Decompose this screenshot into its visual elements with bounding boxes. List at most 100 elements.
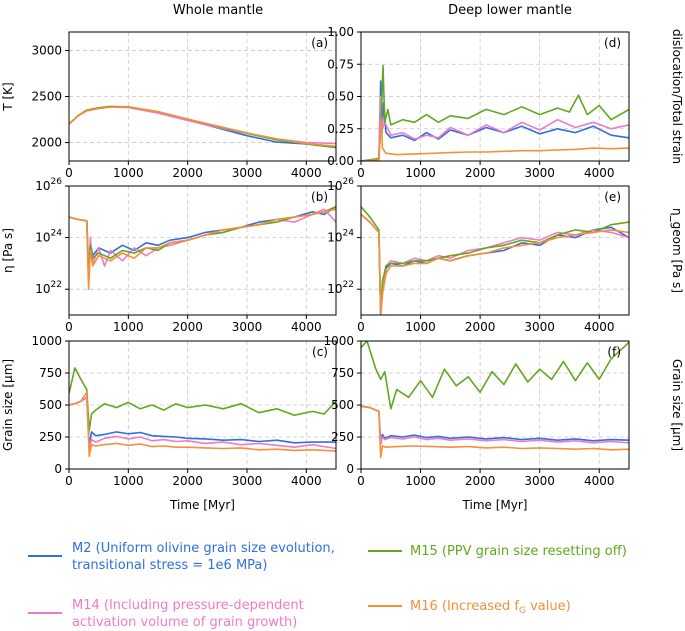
y-tick-label: 0.50	[327, 90, 354, 104]
series-m16	[361, 213, 629, 315]
legend-m16-line1: M16 (Increased fG value)	[410, 599, 571, 616]
x-tick-label: 1000	[405, 474, 436, 488]
series-group	[69, 105, 336, 149]
y-tick-label: 1000	[31, 334, 62, 348]
legend-m2-line1: M2 (Uniform olivine grain size evolution…	[72, 541, 335, 556]
panel-tag: (d)	[604, 36, 621, 50]
x-axis-label: Time [Myr]	[169, 498, 235, 512]
x-tick-label: 4000	[584, 320, 615, 334]
x-tick-label: 0	[357, 166, 365, 180]
y-axis-label: η [Pa s]	[1, 228, 15, 273]
legend-m14-line1: M14 (Including pressure-dependent	[72, 598, 304, 613]
x-tick-label: 3000	[232, 320, 263, 334]
series-m14	[69, 208, 336, 278]
y-axis-label: T [K]	[1, 82, 15, 111]
y-tick-label: 1022	[35, 280, 62, 296]
legend-item-m2: M2 (Uniform olivine grain size evolution…	[28, 541, 335, 573]
panel-e: 0 1000 2000 3000 4000 1022 1024 1026 (e) η_geom […	[327, 177, 684, 334]
y-axis-label: Grain size [μm]	[670, 359, 684, 451]
panel-tag: (e)	[604, 190, 621, 204]
x-tick-label: 0	[357, 474, 365, 488]
y-tick-label: 1000	[323, 334, 354, 348]
panel-tag: (a)	[311, 36, 328, 50]
series-m15	[361, 64, 629, 161]
x-tick-label: 2000	[172, 474, 203, 488]
series-m16	[69, 208, 336, 291]
panel-a: 0 1000 2000 3000 4000 2000 2500 3000 (a) T [K]	[1, 31, 337, 180]
series-m15	[361, 341, 629, 410]
panel-f: 0 1000 2000 3000 4000 0 250 500 750 1000 (f) Grain …	[323, 334, 684, 512]
legend-item-m15: M15 (PPV grain size resetting off)	[368, 544, 627, 559]
y-tick-label: 0	[346, 462, 354, 476]
x-tick-label: 1000	[113, 320, 144, 334]
y-tick-label: 1024	[35, 229, 62, 245]
series-m16	[69, 391, 336, 458]
series-group	[361, 206, 629, 315]
y-axis-label: η_geom [Pa s]	[670, 208, 684, 293]
x-tick-label: 1000	[113, 474, 144, 488]
legend-m15-line1: M15 (PPV grain size resetting off)	[410, 544, 627, 559]
series-m2	[361, 213, 629, 315]
x-tick-label: 1000	[405, 166, 436, 180]
legend-m2-line2: transitional stress = 1e6 MPa)	[72, 558, 267, 573]
x-tick-label: 1000	[405, 320, 436, 334]
x-tick-label: 3000	[524, 166, 555, 180]
x-tick-label: 4000	[291, 320, 322, 334]
series-m16	[361, 117, 629, 161]
column-title-left: Whole mantle	[173, 3, 263, 18]
series-group	[361, 341, 629, 459]
y-tick-label: 0.00	[327, 154, 354, 168]
series-m16	[361, 405, 629, 459]
x-tick-label: 3000	[524, 320, 555, 334]
series-group	[69, 205, 336, 291]
column-title-right: Deep lower mantle	[448, 3, 572, 18]
x-tick-label: 4000	[584, 166, 615, 180]
x-tick-label: 0	[65, 320, 73, 334]
y-tick-label: 1022	[327, 280, 354, 296]
legend-item-m16: M16 (Increased fG value)	[368, 599, 571, 616]
series-group	[361, 64, 629, 161]
y-tick-label: 250	[331, 430, 354, 444]
y-axis-label: Grain size [μm]	[1, 359, 15, 451]
series-m14	[361, 405, 629, 446]
x-tick-label: 3000	[524, 474, 555, 488]
panel-d: 0 1000 2000 3000 4000 0.00 0.25 0.50 0.75 1.00 (d)…	[327, 25, 684, 180]
y-tick-label: 0	[54, 462, 62, 476]
plot-frame	[68, 185, 337, 316]
x-tick-label: 3000	[232, 474, 263, 488]
series-m15	[69, 367, 336, 432]
x-tick-label: 2000	[465, 166, 496, 180]
x-tick-label: 3000	[232, 166, 263, 180]
panel-tag: (f)	[607, 345, 621, 359]
series-group	[69, 367, 336, 458]
y-tick-label: 500	[39, 398, 62, 412]
x-tick-label: 2000	[465, 320, 496, 334]
x-tick-label: 1000	[113, 166, 144, 180]
panel-b: 0 1000 2000 3000 4000 1022 1024 1026 (b) η [Pa s]	[1, 177, 337, 334]
series-m2	[361, 405, 629, 445]
x-tick-label: 4000	[584, 474, 615, 488]
x-tick-label: 2000	[172, 166, 203, 180]
y-tick-label: 750	[39, 366, 62, 380]
panel-tag: (b)	[311, 190, 328, 204]
panel-c: 0 1000 2000 3000 4000 0 250 500 750 1000 (c) Grain …	[1, 334, 337, 512]
series-m16	[69, 106, 336, 148]
x-tick-label: 4000	[291, 474, 322, 488]
x-tick-label: 0	[357, 320, 365, 334]
x-tick-label: 4000	[291, 166, 322, 180]
y-tick-label: 0.75	[327, 57, 354, 71]
y-tick-label: 0.25	[327, 122, 354, 136]
x-axis-label: Time [Myr]	[462, 498, 528, 512]
series-m14	[361, 213, 629, 315]
y-tick-label: 1024	[327, 229, 354, 245]
x-tick-label: 2000	[465, 474, 496, 488]
legend: M2 (Uniform olivine grain size evolution…	[28, 541, 627, 630]
legend-item-m14: M14 (Including pressure-dependent activa…	[28, 598, 304, 630]
panel-tag: (c)	[312, 345, 328, 359]
y-tick-label: 500	[331, 398, 354, 412]
y-tick-label: 3000	[31, 43, 62, 57]
x-tick-label: 0	[65, 166, 73, 180]
x-tick-label: 2000	[172, 320, 203, 334]
series-m15	[69, 205, 336, 283]
